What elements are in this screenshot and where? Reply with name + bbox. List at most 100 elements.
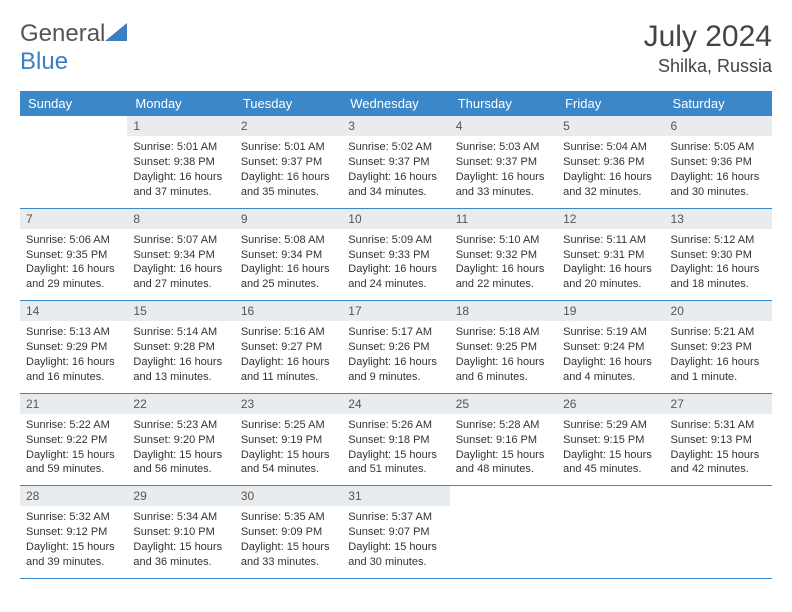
- daylight-text-2: and 56 minutes.: [133, 462, 228, 477]
- day-number: 25: [450, 394, 557, 414]
- calendar-day: 25Sunrise: 5:28 AMSunset: 9:16 PMDayligh…: [450, 393, 557, 486]
- calendar-day: 12Sunrise: 5:11 AMSunset: 9:31 PMDayligh…: [557, 208, 664, 301]
- calendar-day: 13Sunrise: 5:12 AMSunset: 9:30 PMDayligh…: [665, 208, 772, 301]
- daylight-text-1: Daylight: 16 hours: [348, 262, 443, 277]
- day-number: 14: [20, 301, 127, 321]
- daylight-text-2: and 39 minutes.: [26, 555, 121, 570]
- day-body: Sunrise: 5:07 AMSunset: 9:34 PMDaylight:…: [127, 229, 234, 300]
- calendar-week: 7Sunrise: 5:06 AMSunset: 9:35 PMDaylight…: [20, 208, 772, 301]
- calendar-day: 31Sunrise: 5:37 AMSunset: 9:07 PMDayligh…: [342, 486, 449, 579]
- daylight-text-1: Daylight: 15 hours: [456, 448, 551, 463]
- calendar-day: 9Sunrise: 5:08 AMSunset: 9:34 PMDaylight…: [235, 208, 342, 301]
- sunset-text: Sunset: 9:36 PM: [563, 155, 658, 170]
- day-number: 28: [20, 486, 127, 506]
- daylight-text-2: and 45 minutes.: [563, 462, 658, 477]
- day-number: 6: [665, 116, 772, 136]
- daylight-text-1: Daylight: 16 hours: [26, 355, 121, 370]
- sunrise-text: Sunrise: 5:23 AM: [133, 418, 228, 433]
- day-number: 27: [665, 394, 772, 414]
- daylight-text-2: and 11 minutes.: [241, 370, 336, 385]
- calendar-day: 7Sunrise: 5:06 AMSunset: 9:35 PMDaylight…: [20, 208, 127, 301]
- sunset-text: Sunset: 9:27 PM: [241, 340, 336, 355]
- day-number: 20: [665, 301, 772, 321]
- daylight-text-1: Daylight: 16 hours: [133, 355, 228, 370]
- sunrise-text: Sunrise: 5:26 AM: [348, 418, 443, 433]
- sunrise-text: Sunrise: 5:01 AM: [241, 140, 336, 155]
- daylight-text-2: and 25 minutes.: [241, 277, 336, 292]
- day-body: Sunrise: 5:14 AMSunset: 9:28 PMDaylight:…: [127, 321, 234, 392]
- sunrise-text: Sunrise: 5:35 AM: [241, 510, 336, 525]
- daylight-text-2: and 42 minutes.: [671, 462, 766, 477]
- calendar-head: SundayMondayTuesdayWednesdayThursdayFrid…: [20, 91, 772, 116]
- calendar-day: 26Sunrise: 5:29 AMSunset: 9:15 PMDayligh…: [557, 393, 664, 486]
- sunset-text: Sunset: 9:15 PM: [563, 433, 658, 448]
- calendar-day: 30Sunrise: 5:35 AMSunset: 9:09 PMDayligh…: [235, 486, 342, 579]
- header: General Blue July 2024 Shilka, Russia: [20, 20, 772, 77]
- daylight-text-1: Daylight: 15 hours: [26, 448, 121, 463]
- calendar-day: 28Sunrise: 5:32 AMSunset: 9:12 PMDayligh…: [20, 486, 127, 579]
- weekday-header: Tuesday: [235, 91, 342, 116]
- triangle-icon: [105, 20, 127, 48]
- calendar-day: 18Sunrise: 5:18 AMSunset: 9:25 PMDayligh…: [450, 301, 557, 394]
- daylight-text-1: Daylight: 15 hours: [133, 448, 228, 463]
- calendar-body: 1Sunrise: 5:01 AMSunset: 9:38 PMDaylight…: [20, 116, 772, 578]
- daylight-text-2: and 30 minutes.: [348, 555, 443, 570]
- daylight-text-1: Daylight: 16 hours: [241, 170, 336, 185]
- daylight-text-2: and 13 minutes.: [133, 370, 228, 385]
- daylight-text-1: Daylight: 16 hours: [348, 355, 443, 370]
- sunset-text: Sunset: 9:25 PM: [456, 340, 551, 355]
- sunrise-text: Sunrise: 5:14 AM: [133, 325, 228, 340]
- sunset-text: Sunset: 9:36 PM: [671, 155, 766, 170]
- sunrise-text: Sunrise: 5:03 AM: [456, 140, 551, 155]
- day-number: 8: [127, 209, 234, 229]
- sunrise-text: Sunrise: 5:19 AM: [563, 325, 658, 340]
- sunrise-text: Sunrise: 5:37 AM: [348, 510, 443, 525]
- calendar-day-empty: [450, 486, 557, 579]
- calendar-day: 20Sunrise: 5:21 AMSunset: 9:23 PMDayligh…: [665, 301, 772, 394]
- calendar-day: 23Sunrise: 5:25 AMSunset: 9:19 PMDayligh…: [235, 393, 342, 486]
- title-block: July 2024 Shilka, Russia: [644, 20, 772, 77]
- daylight-text-2: and 9 minutes.: [348, 370, 443, 385]
- day-body: Sunrise: 5:02 AMSunset: 9:37 PMDaylight:…: [342, 136, 449, 207]
- sunset-text: Sunset: 9:38 PM: [133, 155, 228, 170]
- day-number: 29: [127, 486, 234, 506]
- calendar-day: 3Sunrise: 5:02 AMSunset: 9:37 PMDaylight…: [342, 116, 449, 208]
- daylight-text-1: Daylight: 15 hours: [563, 448, 658, 463]
- weekday-header: Sunday: [20, 91, 127, 116]
- daylight-text-1: Daylight: 16 hours: [241, 262, 336, 277]
- calendar-day: 15Sunrise: 5:14 AMSunset: 9:28 PMDayligh…: [127, 301, 234, 394]
- daylight-text-2: and 32 minutes.: [563, 185, 658, 200]
- sunrise-text: Sunrise: 5:32 AM: [26, 510, 121, 525]
- sunrise-text: Sunrise: 5:21 AM: [671, 325, 766, 340]
- daylight-text-2: and 36 minutes.: [133, 555, 228, 570]
- day-number: 30: [235, 486, 342, 506]
- day-number: 9: [235, 209, 342, 229]
- weekday-header: Wednesday: [342, 91, 449, 116]
- daylight-text-2: and 35 minutes.: [241, 185, 336, 200]
- calendar-day: 10Sunrise: 5:09 AMSunset: 9:33 PMDayligh…: [342, 208, 449, 301]
- day-number: 3: [342, 116, 449, 136]
- day-body: Sunrise: 5:01 AMSunset: 9:37 PMDaylight:…: [235, 136, 342, 207]
- day-number: 10: [342, 209, 449, 229]
- daylight-text-1: Daylight: 15 hours: [671, 448, 766, 463]
- daylight-text-2: and 30 minutes.: [671, 185, 766, 200]
- daylight-text-2: and 33 minutes.: [241, 555, 336, 570]
- daylight-text-1: Daylight: 16 hours: [456, 170, 551, 185]
- daylight-text-2: and 48 minutes.: [456, 462, 551, 477]
- daylight-text-2: and 4 minutes.: [563, 370, 658, 385]
- day-number: 12: [557, 209, 664, 229]
- daylight-text-1: Daylight: 15 hours: [348, 448, 443, 463]
- day-body: Sunrise: 5:17 AMSunset: 9:26 PMDaylight:…: [342, 321, 449, 392]
- sunrise-text: Sunrise: 5:02 AM: [348, 140, 443, 155]
- day-number: 2: [235, 116, 342, 136]
- sunrise-text: Sunrise: 5:12 AM: [671, 233, 766, 248]
- calendar-day: 24Sunrise: 5:26 AMSunset: 9:18 PMDayligh…: [342, 393, 449, 486]
- daylight-text-1: Daylight: 15 hours: [26, 540, 121, 555]
- calendar-day: 16Sunrise: 5:16 AMSunset: 9:27 PMDayligh…: [235, 301, 342, 394]
- sunset-text: Sunset: 9:23 PM: [671, 340, 766, 355]
- sunset-text: Sunset: 9:22 PM: [26, 433, 121, 448]
- sunset-text: Sunset: 9:16 PM: [456, 433, 551, 448]
- sunset-text: Sunset: 9:20 PM: [133, 433, 228, 448]
- sunrise-text: Sunrise: 5:06 AM: [26, 233, 121, 248]
- calendar-week: 1Sunrise: 5:01 AMSunset: 9:38 PMDaylight…: [20, 116, 772, 208]
